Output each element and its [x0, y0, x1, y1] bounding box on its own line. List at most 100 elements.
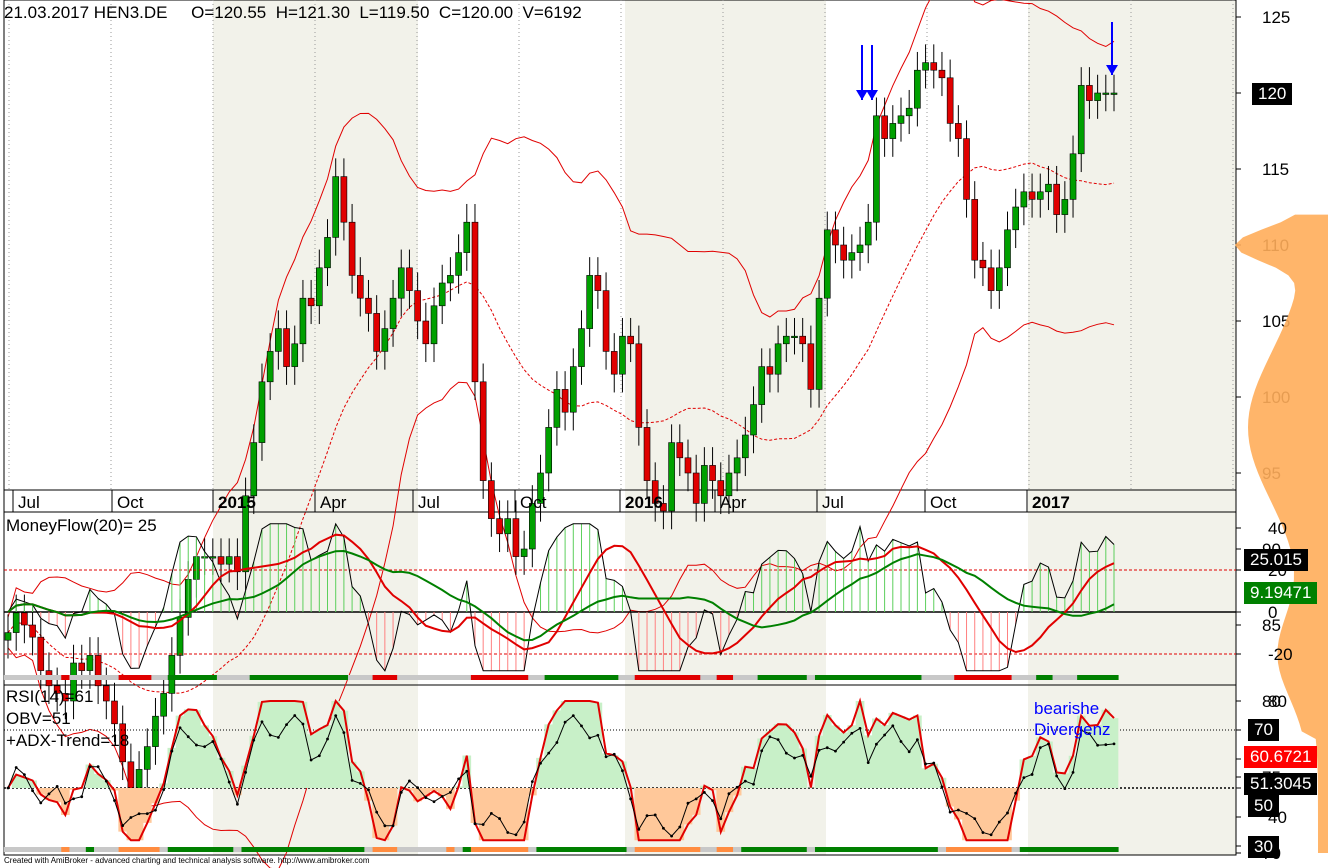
obv-point [973, 817, 977, 820]
obv-point [416, 786, 420, 790]
obv-point [137, 812, 141, 816]
obv-point [915, 738, 919, 742]
obv-point [1063, 787, 1067, 790]
adx-state-strip [970, 847, 980, 852]
adx-state-strip [864, 847, 873, 852]
candle-body [742, 434, 749, 459]
candle-body [348, 221, 356, 276]
adx-state-strip [200, 847, 210, 852]
obv-value-badge: 51.3045 [1244, 773, 1318, 795]
mf-state-strip [880, 675, 890, 680]
obv-point [145, 812, 149, 816]
mf-state-strip [913, 675, 922, 680]
adx-state-strip [1060, 847, 1070, 852]
obv-point [809, 774, 813, 778]
mf-state-strip [667, 675, 677, 680]
mf-state-strip [315, 675, 324, 680]
candle-body [864, 221, 872, 246]
candle-body [406, 267, 413, 291]
obv-point [219, 757, 223, 761]
obv-point [989, 833, 993, 837]
signal-arrow-head [856, 90, 868, 100]
obv-point [686, 801, 690, 805]
obv-point [432, 800, 436, 804]
candle-body [283, 328, 290, 367]
obv-point [1055, 774, 1059, 778]
obv-point [334, 714, 338, 718]
obv-point [768, 735, 772, 739]
candle-body [307, 297, 315, 307]
mf-state-strip [585, 675, 595, 680]
adx-state-strip [110, 847, 120, 852]
obv-point [104, 779, 108, 783]
candle-body [815, 297, 823, 390]
mf-state-strip [61, 675, 70, 680]
adx-state-strip [536, 847, 546, 852]
obv-point [399, 790, 403, 794]
mf-state-strip [937, 675, 947, 680]
mf-state-strip [192, 675, 202, 680]
adx-state-strip [683, 847, 693, 852]
adx-state-strip [274, 847, 283, 852]
mf-state-strip [20, 675, 29, 680]
candle-body [430, 305, 438, 345]
obv-point [645, 814, 649, 818]
mf-state-strip [1085, 675, 1095, 680]
candle-body [561, 389, 569, 413]
candle-body [1020, 191, 1028, 208]
candle-body [660, 503, 667, 512]
mf-state-strip [216, 675, 226, 680]
obv-point [285, 723, 288, 726]
candle-body [299, 297, 307, 345]
adx-state-strip [462, 847, 472, 852]
adx-title: +ADX-Trend=18 [6, 731, 130, 750]
candle-body [545, 427, 553, 474]
adx-state-strip [733, 847, 742, 852]
mf-state-strip [561, 675, 570, 680]
adx-state-strip [380, 847, 390, 852]
obv-point [383, 824, 387, 828]
candle-body [324, 237, 331, 269]
obv-point [498, 817, 501, 820]
candle-body [774, 343, 782, 375]
adx-state-strip [44, 847, 54, 852]
obv-point [170, 749, 174, 753]
rsi-title: RSI(14)=61 [6, 687, 94, 706]
adx-state-strip [749, 847, 759, 852]
mf-state-strip [1011, 675, 1021, 680]
mf-state-strip [102, 675, 111, 680]
candle-body [922, 62, 929, 71]
adx-state-strip [814, 847, 824, 852]
candle-body [758, 366, 766, 405]
obv-point [948, 810, 952, 814]
adx-state-strip [356, 847, 365, 852]
adx-state-strip [888, 847, 898, 852]
time-axis-label: Jul [418, 493, 440, 512]
candle-body [1045, 183, 1052, 193]
adx-state-strip [331, 847, 341, 852]
candle-body [397, 267, 405, 299]
obv-point [662, 826, 665, 830]
obv-point [1104, 743, 1108, 747]
mf-state-strip [3, 675, 13, 680]
obv-point [850, 731, 854, 735]
adx-state-strip [1068, 847, 1078, 852]
obv-point [719, 817, 723, 821]
candle-body [586, 275, 593, 329]
mf-state-strip [651, 675, 660, 680]
candle-body [479, 381, 487, 481]
candle-body [619, 335, 626, 375]
mf-state-strip [266, 675, 275, 680]
mf-state-strip [798, 675, 808, 680]
adx-state-strip [233, 847, 242, 852]
candle-body [438, 282, 446, 307]
candle-body [1110, 92, 1118, 95]
adx-state-strip [978, 847, 988, 852]
obv-point [465, 769, 469, 773]
adx-state-strip [905, 847, 914, 852]
obv-point [1096, 743, 1100, 747]
obv-point [735, 785, 739, 789]
mf-state-strip [601, 675, 611, 680]
candle-body [168, 655, 176, 694]
